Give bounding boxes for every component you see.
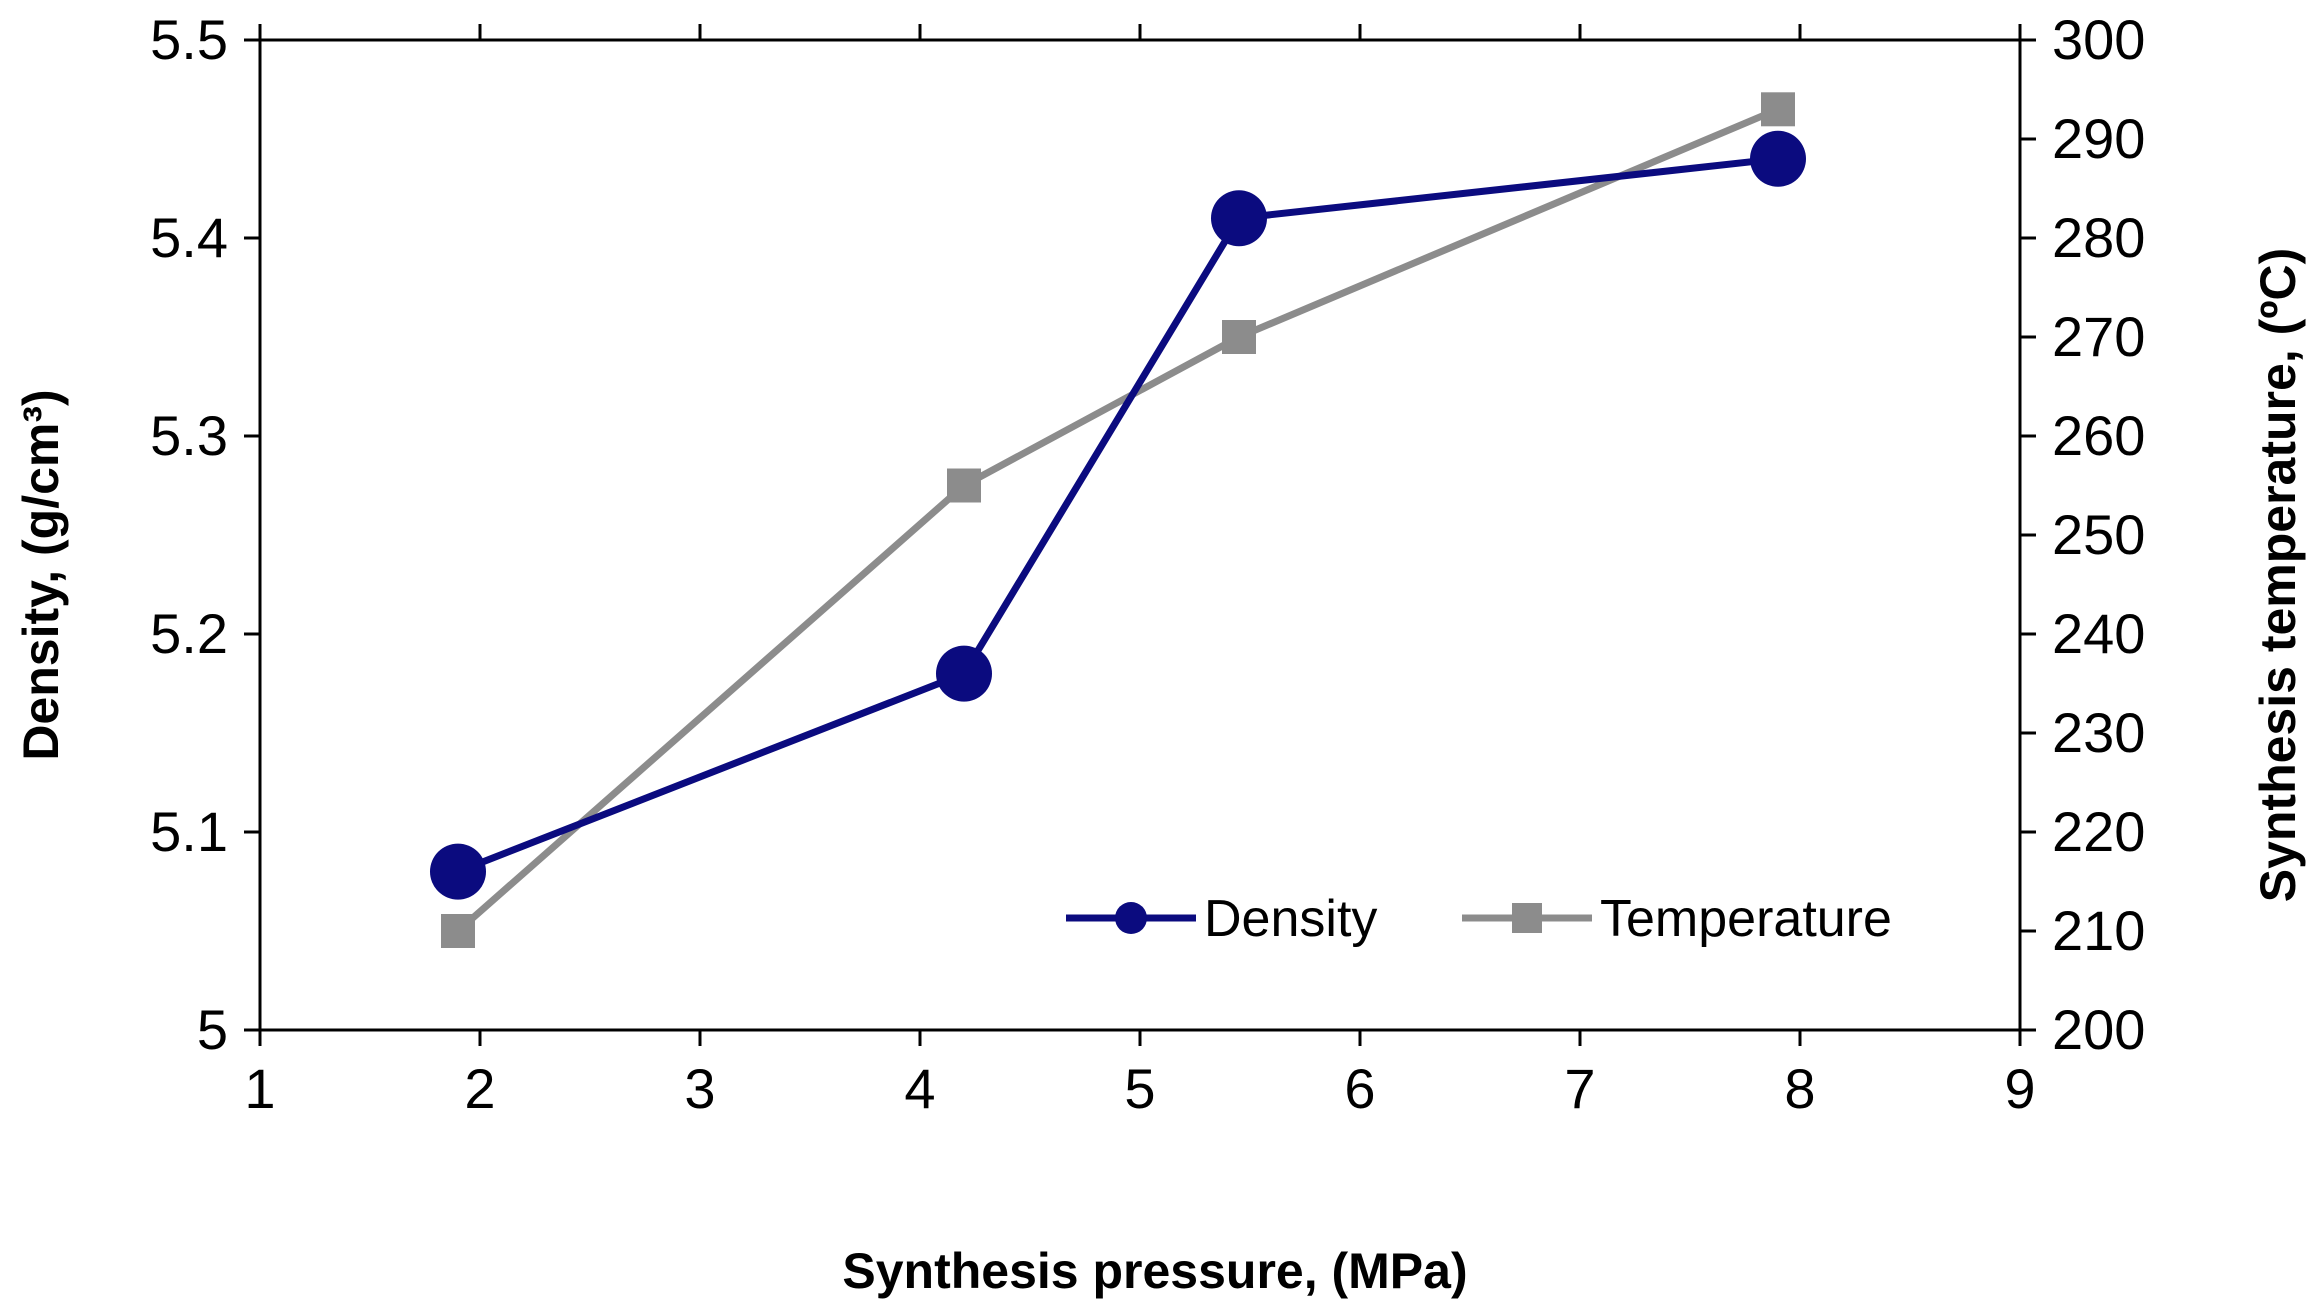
temperature-point <box>441 914 475 948</box>
x-tick-label: 6 <box>1344 1057 1375 1120</box>
x-tick-label: 1 <box>244 1057 275 1120</box>
y-tick-label: 5.3 <box>150 404 228 467</box>
y2-tick-label: 210 <box>2052 899 2145 962</box>
x-axis-title: Synthesis pressure, (MPa) <box>842 1243 1467 1299</box>
y-tick-label: 5 <box>197 998 228 1061</box>
legend: Density Temperature <box>1066 890 1892 948</box>
y-tick-label: 5.1 <box>150 800 228 863</box>
density-series-line <box>456 155 1779 875</box>
y2-tick-label: 240 <box>2052 602 2145 665</box>
x-axis-ticks: 1 2 3 4 5 6 7 8 9 <box>244 24 2036 1120</box>
legend-density-marker <box>1115 902 1147 934</box>
y2-axis-ticks: 200 210 220 230 240 250 260 270 280 290 300 <box>2020 8 2145 1061</box>
temperature-point <box>1222 320 1256 354</box>
y-axis-ticks: 5 5.1 5.2 5.3 5.4 5.5 <box>150 8 260 1061</box>
x-tick-label: 5 <box>1124 1057 1155 1120</box>
y2-tick-label: 200 <box>2052 998 2145 1061</box>
y2-tick-label: 290 <box>2052 107 2145 170</box>
y2-tick-label: 220 <box>2052 800 2145 863</box>
y2-tick-label: 300 <box>2052 8 2145 71</box>
y-tick-label: 5.2 <box>150 602 228 665</box>
y2-tick-label: 260 <box>2052 404 2145 467</box>
x-tick-label: 4 <box>904 1057 935 1120</box>
legend-temperature-marker <box>1512 903 1542 933</box>
temperature-series-line <box>455 106 1780 934</box>
density-point <box>430 843 486 900</box>
y-tick-label: 5.5 <box>150 8 228 71</box>
x-tick-label: 3 <box>684 1057 715 1120</box>
y-tick-label: 5.4 <box>150 206 228 269</box>
legend-temperature-label: Temperature <box>1600 890 1892 948</box>
y2-axis-title: Synthesis temperature, (ºC) <box>2250 248 2306 903</box>
x-tick-label: 9 <box>2004 1057 2035 1120</box>
legend-density-label: Density <box>1204 890 1377 948</box>
x-tick-label: 2 <box>464 1057 495 1120</box>
y2-tick-label: 250 <box>2052 503 2145 566</box>
series-layer <box>430 92 1806 948</box>
density-point <box>1211 190 1267 247</box>
x-tick-label: 7 <box>1564 1057 1595 1120</box>
temperature-point <box>1761 92 1795 127</box>
y2-tick-label: 280 <box>2052 206 2145 269</box>
x-tick-label: 8 <box>1784 1057 1815 1120</box>
y2-tick-label: 230 <box>2052 701 2145 764</box>
temperature-point <box>947 468 981 503</box>
y2-tick-label: 270 <box>2052 305 2145 368</box>
density-point <box>1750 130 1806 187</box>
y-axis-title: Density, (g/cm³) <box>13 389 69 760</box>
density-point <box>936 645 992 702</box>
